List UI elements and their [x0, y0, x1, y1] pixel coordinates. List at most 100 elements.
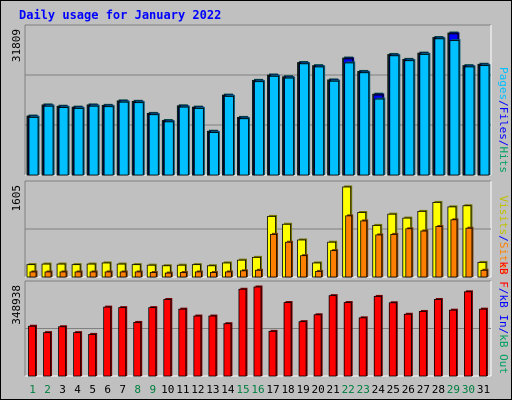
- bar-sites-day-4: [74, 271, 82, 278]
- x-tick-label: 23: [357, 383, 370, 396]
- bar-pages-day-27: [419, 54, 430, 176]
- bar-sites-day-14: [225, 271, 232, 278]
- bar-kbf-day-15: [238, 288, 247, 377]
- legend-entry: Sites: [497, 242, 510, 275]
- x-tick-label: 3: [59, 383, 66, 396]
- bar-kbf-day-11: [178, 308, 187, 377]
- bar-sites-day-31: [480, 269, 488, 278]
- x-tick-label: 8: [134, 383, 141, 396]
- x-tick-label: 7: [119, 383, 126, 396]
- bar-sites-day-26: [405, 228, 413, 278]
- bar-pages-day-12: [193, 108, 204, 176]
- x-tick-label: 16: [251, 383, 264, 396]
- bar-kbf-day-29: [449, 309, 457, 377]
- bar-sites-day-12: [194, 271, 202, 278]
- legend-entry: /: [497, 288, 510, 295]
- bar-pages-day-15: [239, 118, 249, 176]
- legend-entry: Pages: [497, 67, 510, 100]
- bar-sites-day-25: [390, 233, 398, 278]
- bar-kbf-day-2: [43, 332, 51, 377]
- bar-kbf-day-8: [133, 322, 142, 377]
- bar-kbf-day-21: [328, 295, 337, 377]
- bar-kbf-day-31: [479, 308, 487, 377]
- x-tick-label: 30: [462, 383, 475, 396]
- bar-sites-day-11: [179, 272, 187, 278]
- legend-entry: kB In: [497, 295, 510, 328]
- y-scale-label: 1605: [10, 185, 23, 212]
- bar-kbf-day-4: [73, 332, 81, 377]
- bar-pages-day-16: [254, 81, 264, 176]
- x-tick-label: 20: [312, 383, 325, 396]
- legend-entry: kB Out: [497, 334, 510, 374]
- bar-sites-day-19: [300, 255, 307, 278]
- bar-kbf-day-7: [118, 307, 127, 377]
- legend-entry: kB F: [497, 261, 510, 288]
- legend-entry: Files: [497, 107, 510, 140]
- bar-sites-day-27: [420, 230, 428, 278]
- legend: kB F/kB In/kB Out: [497, 261, 510, 374]
- bar-pages-day-2: [43, 105, 54, 176]
- bar-sites-day-6: [104, 271, 112, 278]
- bar-pages-day-1: [28, 117, 39, 176]
- bar-kbf-day-28: [433, 299, 442, 377]
- x-tick-label: 17: [266, 383, 279, 396]
- bar-sites-day-18: [285, 241, 292, 278]
- bar-pages-day-8: [133, 102, 144, 176]
- bar-kbf-day-25: [388, 302, 397, 377]
- x-tick-label: 12: [191, 383, 204, 396]
- bar-pages-day-14: [224, 96, 234, 176]
- bar-sites-day-8: [134, 271, 142, 278]
- bar-kbf-day-3: [58, 326, 66, 377]
- bar-kbf-day-1: [28, 325, 36, 377]
- bar-sites-day-20: [315, 270, 323, 278]
- bar-pages-day-17: [269, 75, 279, 176]
- bar-kbf-day-23: [358, 317, 367, 377]
- legend-entry: /: [497, 140, 510, 147]
- legend-entry: /: [497, 328, 510, 335]
- panel-visits: 1605 Visits/Sites: [10, 180, 510, 278]
- bar-pages-day-28: [434, 38, 445, 176]
- x-tick-label: 9: [149, 383, 156, 396]
- bar-sites-day-23: [360, 220, 368, 278]
- bar-sites-day-29: [450, 219, 458, 278]
- x-tick-label: 1: [29, 383, 36, 396]
- x-tick-label: 25: [387, 383, 400, 396]
- bar-pages-day-22: [344, 62, 355, 176]
- legend: Pages/Files/Hits: [497, 67, 510, 173]
- x-tick-label: 10: [161, 383, 174, 396]
- bar-pages-day-29: [449, 40, 460, 176]
- bar-sites-day-7: [119, 271, 127, 278]
- bar-pages-day-9: [148, 114, 159, 176]
- x-tick-label: 27: [417, 383, 430, 396]
- y-scale-label: 348938: [10, 285, 23, 325]
- bar-kbf-day-30: [464, 291, 472, 377]
- bar-sites-day-9: [149, 272, 157, 278]
- bar-sites-day-16: [255, 269, 262, 278]
- bar-pages-day-5: [88, 105, 99, 176]
- bar-kbf-day-16: [253, 286, 262, 377]
- bar-sites-day-2: [44, 271, 52, 278]
- x-tick-label: 22: [342, 383, 355, 396]
- x-tick-label: 31: [477, 383, 490, 396]
- bar-pages-day-10: [163, 121, 174, 176]
- bar-pages-day-3: [58, 107, 69, 176]
- bar-pages-day-6: [103, 106, 114, 176]
- bar-kbf-day-24: [373, 296, 382, 377]
- bar-kbf-day-13: [208, 315, 217, 377]
- bar-sites-day-10: [164, 272, 172, 278]
- bar-pages-day-20: [314, 66, 325, 176]
- bar-pages-day-30: [464, 66, 475, 176]
- bar-kbf-day-5: [88, 334, 97, 377]
- bar-sites-day-17: [270, 233, 277, 278]
- bar-sites-day-13: [209, 272, 217, 278]
- x-tick-label: 26: [402, 383, 415, 396]
- bar-kbf-day-19: [298, 321, 307, 377]
- x-tick-label: 13: [206, 383, 219, 396]
- bar-kbf-day-18: [283, 302, 292, 377]
- legend-entry: /: [497, 235, 510, 242]
- bar-pages-day-26: [404, 60, 415, 176]
- chart-title: Daily usage for January 2022: [19, 8, 221, 22]
- x-tick-label: 11: [176, 383, 189, 396]
